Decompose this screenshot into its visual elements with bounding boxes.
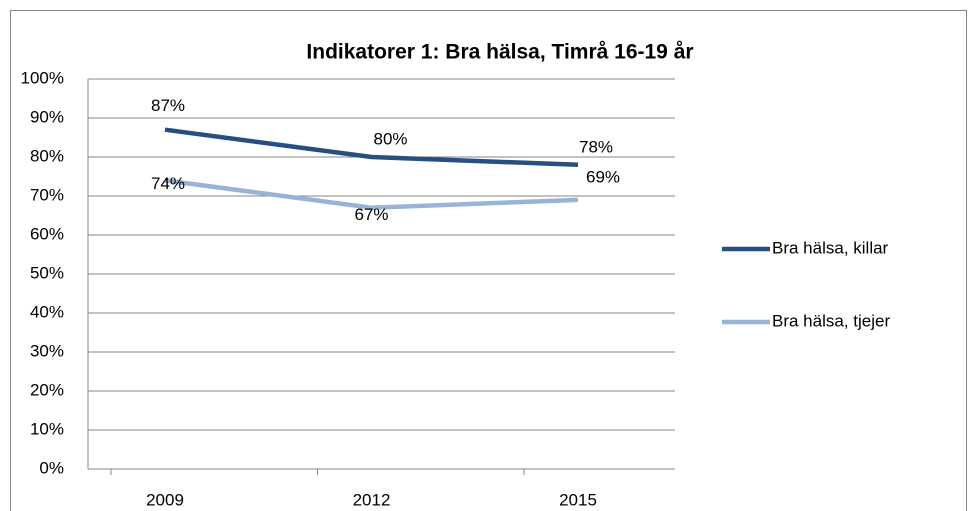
y-tick-label: 20%: [30, 380, 64, 399]
x-tick-label: 2009: [146, 490, 184, 509]
data-label: 74%: [151, 174, 185, 193]
data-label: 78%: [579, 137, 613, 156]
y-tick-label: 50%: [30, 263, 64, 282]
y-tick-label: 60%: [30, 224, 64, 243]
data-label: 67%: [354, 205, 388, 224]
data-label: 87%: [151, 96, 185, 115]
x-tick-label: 2012: [353, 490, 391, 509]
legend-label: Bra hälsa, tjejer: [772, 311, 890, 330]
y-tick-label: 40%: [30, 302, 64, 321]
data-label: 80%: [373, 129, 407, 148]
data-line: [164, 127, 579, 168]
y-tick-label: 80%: [30, 146, 64, 165]
data-line: [164, 178, 579, 210]
y-tick-label: 0%: [39, 458, 64, 477]
legend-label: Bra hälsa, killar: [772, 238, 889, 257]
y-tick-label: 30%: [30, 341, 64, 360]
chart-title: Indikatorer 1: Bra hälsa, Timrå 16-19 år: [306, 41, 693, 64]
y-tick-label: 10%: [30, 419, 64, 438]
data-label: 69%: [586, 167, 620, 186]
y-tick-label: 90%: [30, 107, 64, 126]
chart-frame: [10, 10, 967, 511]
y-tick-label: 70%: [30, 185, 64, 204]
x-tick-label: 2015: [559, 490, 597, 509]
y-tick-label: 100%: [21, 68, 64, 87]
